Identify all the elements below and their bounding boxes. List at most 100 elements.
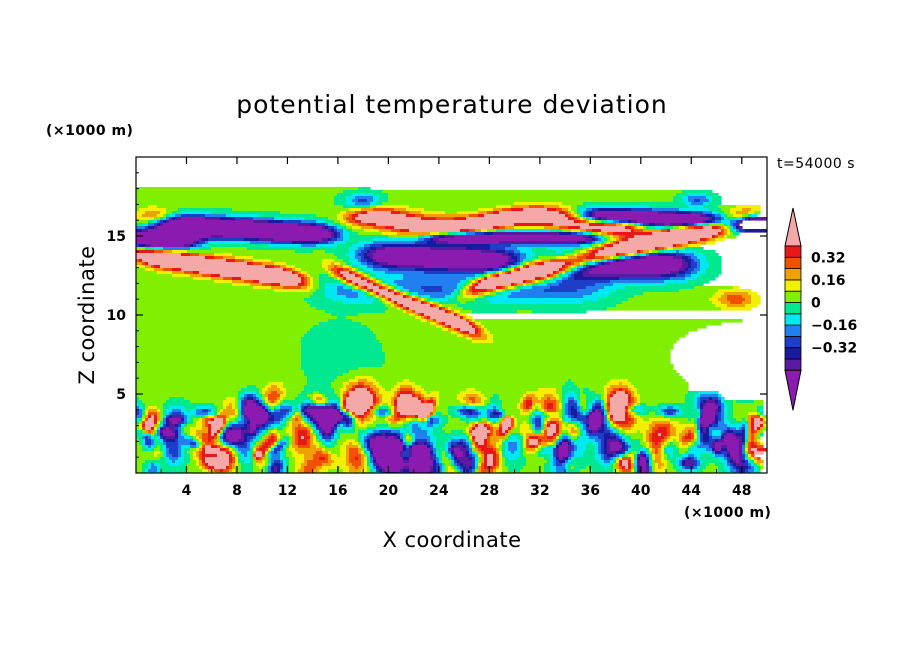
contour-cell (184, 271, 194, 275)
contour-cell (451, 331, 458, 335)
contour-cell (604, 259, 608, 263)
contour-cell (292, 424, 299, 428)
contour-cell (574, 250, 581, 254)
contour-cell (190, 253, 200, 257)
contour-cell (589, 433, 605, 437)
contour-cell (610, 433, 617, 437)
contour-cell (229, 460, 233, 464)
contour-cell (691, 448, 707, 452)
contour-cell (142, 214, 158, 218)
contour-cell (454, 445, 464, 449)
contour-cell (400, 469, 404, 473)
contour-cell (613, 235, 620, 239)
contour-cell (652, 436, 665, 440)
contour-cell (175, 460, 185, 464)
contour-cell (754, 442, 758, 446)
contour-cell (361, 439, 365, 443)
contour-cell (316, 214, 338, 218)
contour-cell (526, 259, 533, 263)
contour-cell (460, 400, 467, 404)
contour-cell (580, 397, 587, 401)
contour-cell (403, 451, 410, 455)
contour-cell (361, 418, 365, 422)
contour-cell (751, 424, 755, 428)
contour-cell (418, 235, 425, 239)
contour-cell (205, 217, 221, 221)
contour-cell (418, 238, 425, 242)
contour-cell (187, 424, 197, 428)
contour-cell (637, 460, 641, 464)
contour-cell (247, 421, 251, 425)
contour-cell (628, 448, 632, 452)
contour-cell (169, 421, 173, 425)
contour-cell (520, 397, 524, 401)
contour-cell (406, 445, 410, 449)
contour-cell (187, 463, 197, 467)
contour-cell (511, 256, 518, 260)
contour-cell (571, 268, 575, 272)
contour-cell (472, 439, 476, 443)
contour-cell (337, 430, 356, 434)
contour-cell (151, 265, 155, 269)
contour-cell (253, 442, 257, 446)
contour-cell (559, 451, 569, 455)
contour-cell (760, 433, 764, 437)
contour-cell (136, 250, 155, 254)
contour-cell (331, 454, 338, 458)
contour-cell (196, 463, 200, 467)
contour-cell (532, 256, 539, 260)
contour-cell (358, 382, 365, 386)
contour-cell (667, 457, 677, 461)
contour-cell (250, 283, 263, 287)
contour-cell (400, 289, 404, 293)
contour-cell (226, 451, 230, 455)
contour-cell (403, 304, 431, 308)
contour-cell (244, 436, 248, 440)
contour-cell (466, 454, 470, 458)
contour-cell (259, 238, 275, 242)
contour-cell (673, 244, 677, 248)
contour-cell (748, 439, 752, 443)
contour-cell (307, 427, 311, 431)
contour-cell (559, 400, 563, 404)
contour-cell (472, 292, 479, 296)
contour-cell (262, 262, 275, 266)
contour-cell (256, 424, 263, 428)
contour-cell (235, 259, 245, 263)
contour-cell (427, 400, 434, 404)
contour-cell (655, 469, 668, 473)
contour-cell (628, 400, 632, 404)
contour-cell (727, 463, 731, 467)
contour-cell (433, 460, 437, 464)
contour-cell (412, 295, 416, 299)
contour-cell (295, 469, 299, 473)
contour-cell (553, 445, 557, 449)
contour-cell (571, 232, 578, 236)
contour-cell (640, 442, 647, 446)
contour-cell (472, 286, 476, 290)
contour-cell (487, 274, 491, 278)
contour-cell (610, 397, 629, 401)
contour-cell (622, 469, 632, 473)
contour-cell (556, 409, 560, 413)
contour-cell (679, 406, 695, 410)
contour-cell (145, 469, 149, 473)
contour-cell (511, 421, 515, 425)
contour-cell (559, 271, 563, 275)
contour-cell (139, 208, 167, 212)
contour-cell (328, 241, 335, 245)
contour-cell (742, 454, 746, 458)
contour-cell (403, 460, 410, 464)
contour-cell (595, 406, 602, 410)
contour-cell (454, 292, 461, 296)
contour-cell (649, 445, 653, 449)
contour-cell (331, 430, 335, 434)
contour-cell (601, 451, 605, 455)
contour-cell (283, 436, 290, 440)
contour-cell (349, 469, 362, 473)
contour-cell (430, 418, 434, 422)
contour-cell (541, 409, 545, 413)
contour-cell (682, 466, 686, 470)
contour-cell (337, 433, 341, 437)
contour-cell (241, 397, 245, 401)
